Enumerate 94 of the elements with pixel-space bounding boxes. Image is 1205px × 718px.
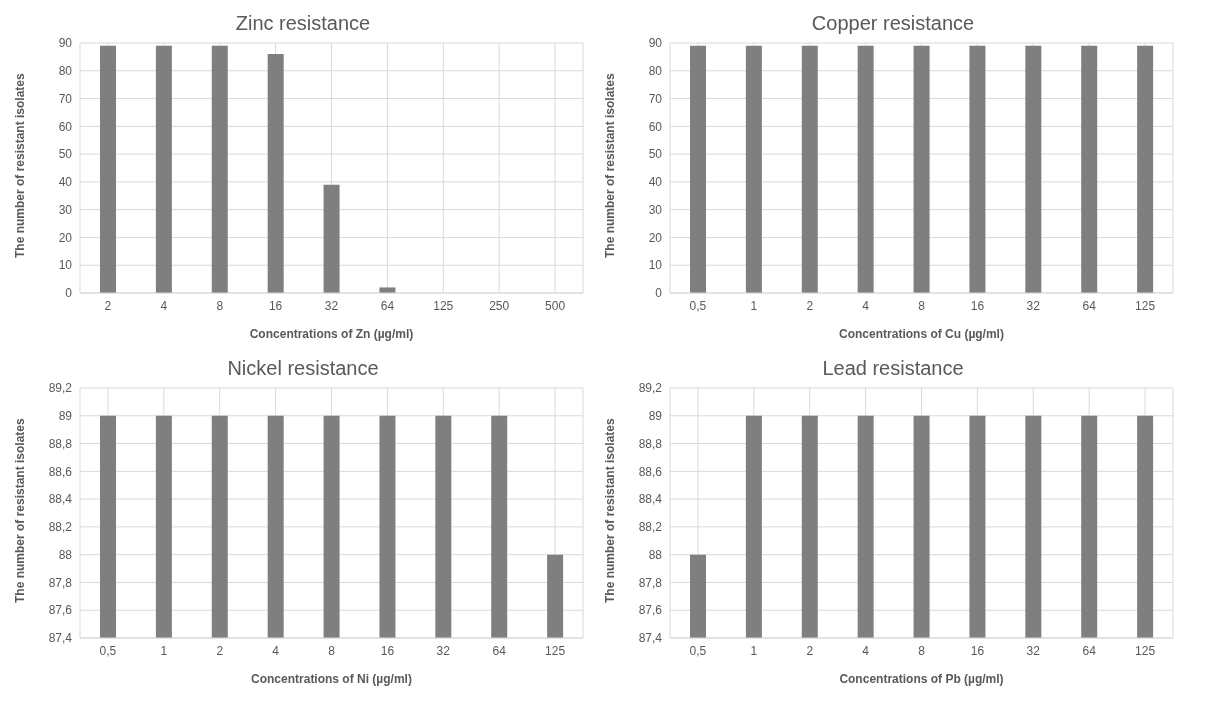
y-tick-label: 10 (648, 258, 663, 273)
y-tick-label: 80 (648, 64, 663, 79)
x-tick-label: 0,5 (99, 643, 117, 658)
y-tick-label: 90 (648, 36, 663, 51)
x-tick-label: 4 (862, 298, 870, 313)
x-tick-label: 8 (918, 298, 926, 313)
x-tick-label: 32 (1026, 643, 1041, 658)
y-tick-label: 88,2 (638, 520, 663, 535)
x-tick-label: 1 (750, 643, 758, 658)
x-tick-label: 125 (1135, 298, 1156, 313)
x-tick-label: 1 (750, 298, 758, 313)
y-axis-title: The number of resistant isolates (13, 417, 28, 603)
x-tick-label: 64 (492, 643, 507, 658)
y-tick-label: 70 (648, 91, 663, 106)
y-tick-label: 50 (648, 147, 663, 162)
y-tick-label: 88 (648, 547, 663, 562)
y-tick-label: 88,4 (638, 492, 663, 507)
x-tick-label: 16 (268, 298, 283, 313)
y-tick-label: 20 (58, 230, 73, 245)
x-axis-title: Concentrations of Pb (µg/ml) (839, 672, 1004, 686)
chart-title: Nickel resistance (226, 356, 380, 381)
y-tick-label: 30 (648, 202, 663, 217)
y-tick-label: 88,8 (638, 436, 663, 451)
y-tick-label: 10 (58, 258, 73, 273)
y-tick-label: 60 (58, 119, 73, 134)
x-tick-label: 8 (918, 643, 926, 658)
x-tick-label: 64 (1082, 298, 1097, 313)
x-tick-label: 0,5 (689, 298, 707, 313)
y-tick-label: 60 (648, 119, 663, 134)
x-tick-label: 125 (545, 643, 566, 658)
x-tick-label: 16 (970, 643, 985, 658)
x-tick-label: 250 (489, 298, 510, 313)
x-tick-label: 4 (862, 643, 870, 658)
bar (267, 54, 284, 293)
x-tick-label: 2 (806, 298, 814, 313)
y-tick-label: 40 (648, 175, 663, 190)
y-tick-label: 88 (58, 547, 73, 562)
y-axis-title: The number of resistant isolates (13, 72, 28, 258)
chart-title: Zinc resistance (234, 11, 372, 36)
x-tick-label: 125 (433, 298, 454, 313)
x-tick-label: 16 (970, 298, 985, 313)
x-tick-label: 64 (1082, 643, 1097, 658)
x-tick-label: 125 (1135, 643, 1156, 658)
y-tick-label: 87,8 (638, 575, 663, 590)
y-tick-label: 88,6 (638, 464, 663, 479)
y-tick-label: 80 (58, 64, 73, 79)
y-tick-label: 87,6 (638, 603, 663, 618)
y-tick-label: 90 (58, 36, 73, 51)
x-tick-label: 32 (1026, 298, 1041, 313)
bar (323, 184, 340, 293)
bar (100, 45, 116, 293)
y-tick-label: 87,4 (638, 631, 663, 646)
x-tick-label: 8 (216, 298, 224, 313)
y-tick-label: 89,2 (638, 381, 663, 396)
x-tick-label: 32 (436, 643, 451, 658)
y-tick-label: 88,4 (48, 492, 73, 507)
y-tick-label: 40 (58, 175, 73, 190)
y-tick-label: 50 (58, 147, 73, 162)
x-tick-label: 32 (324, 298, 339, 313)
y-axis-title: The number of resistant isolates (603, 417, 618, 603)
x-tick-label: 500 (545, 298, 566, 313)
y-tick-label: 70 (58, 91, 73, 106)
y-tick-label: 30 (58, 202, 73, 217)
x-tick-label: 0,5 (689, 643, 707, 658)
x-axis-title: Concentrations of Ni (µg/ml) (251, 672, 412, 686)
x-axis-title: Concentrations of Zn (µg/ml) (249, 327, 414, 341)
x-tick-label: 1 (160, 643, 168, 658)
chart-title: Copper resistance (810, 11, 976, 36)
chart-title: Lead resistance (821, 356, 965, 381)
x-tick-label: 4 (160, 298, 168, 313)
y-tick-label: 0 (65, 286, 73, 301)
x-tick-label: 2 (806, 643, 814, 658)
x-tick-label: 2 (216, 643, 224, 658)
x-tick-label: 4 (272, 643, 280, 658)
y-tick-label: 87,4 (48, 631, 73, 646)
y-tick-label: 89 (648, 409, 663, 424)
bar (211, 45, 228, 293)
x-axis-title: Concentrations of Cu (µg/ml) (839, 327, 1004, 341)
y-tick-label: 89 (58, 409, 73, 424)
x-tick-label: 16 (380, 643, 395, 658)
y-tick-label: 20 (648, 230, 663, 245)
y-tick-label: 89,2 (48, 381, 73, 396)
bar (155, 45, 172, 293)
x-tick-label: 8 (328, 643, 336, 658)
x-tick-label: 64 (380, 298, 395, 313)
y-tick-label: 0 (655, 286, 663, 301)
y-tick-label: 87,6 (48, 603, 73, 618)
y-axis-title: The number of resistant isolates (603, 72, 618, 258)
bar (379, 287, 396, 293)
x-tick-label: 2 (104, 298, 112, 313)
y-tick-label: 88,6 (48, 464, 73, 479)
y-tick-label: 87,8 (48, 575, 73, 590)
y-tick-label: 88,8 (48, 436, 73, 451)
y-tick-label: 88,2 (48, 520, 73, 535)
